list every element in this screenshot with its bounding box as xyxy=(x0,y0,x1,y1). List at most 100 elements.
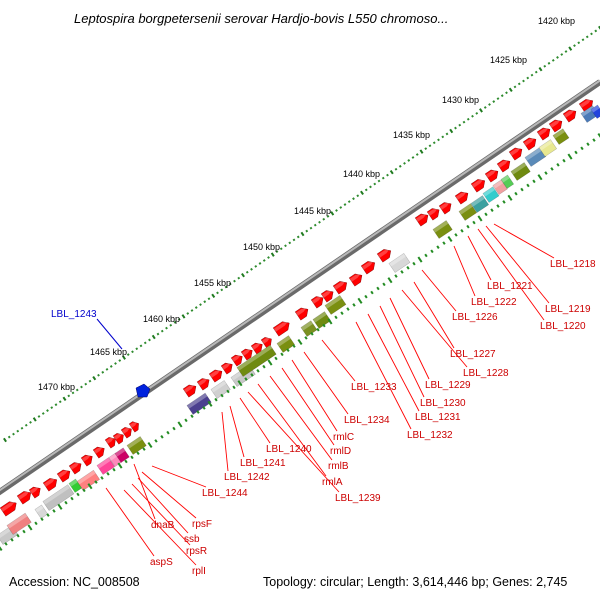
gene-arrow[interactable] xyxy=(320,288,336,303)
gene-arrow[interactable] xyxy=(42,476,59,492)
gene-arrow[interactable] xyxy=(272,319,292,337)
scale-dot xyxy=(250,267,253,271)
gene-block[interactable] xyxy=(300,320,318,337)
gene-label[interactable]: aspS xyxy=(150,557,173,568)
gene-arrow[interactable] xyxy=(426,206,442,221)
gene-label[interactable]: LBL_1228 xyxy=(463,368,509,379)
gene-block[interactable] xyxy=(552,128,570,145)
gene-block[interactable] xyxy=(432,220,453,239)
gene-arrow[interactable] xyxy=(562,107,579,123)
gene-block[interactable] xyxy=(510,162,531,181)
gene-arrow[interactable] xyxy=(310,294,326,309)
gene-arrow[interactable] xyxy=(454,189,471,205)
gene-label[interactable]: LBL_1233 xyxy=(351,382,397,393)
gene-arrow[interactable] xyxy=(332,279,349,295)
gene-label[interactable]: rpsR xyxy=(186,546,207,557)
gene-arrow[interactable] xyxy=(522,135,539,151)
gene-arrow[interactable] xyxy=(470,177,487,193)
gene-block[interactable] xyxy=(482,186,500,203)
gene-label[interactable]: LBL_1241 xyxy=(240,458,286,469)
gene-label[interactable]: dnaB xyxy=(151,520,175,531)
gene-arrow[interactable] xyxy=(376,247,393,263)
gene-label[interactable]: LBL_1229 xyxy=(425,380,471,391)
gene-arrow[interactable] xyxy=(16,489,33,505)
gene-block[interactable] xyxy=(236,344,277,377)
gene-label[interactable]: rpsF xyxy=(192,519,212,530)
gene-label[interactable]: rmlD xyxy=(330,446,351,457)
gene-label[interactable]: LBL_1242 xyxy=(224,472,270,483)
gene-arrow[interactable] xyxy=(548,117,565,133)
gene-arrow[interactable] xyxy=(484,167,501,183)
gene-block[interactable] xyxy=(538,139,558,157)
gene-block[interactable] xyxy=(42,484,75,511)
gene-label[interactable]: LBL_1244 xyxy=(202,488,248,499)
gene-block[interactable] xyxy=(324,295,347,315)
gene-arrow[interactable] xyxy=(536,125,553,141)
gene-arrow[interactable] xyxy=(294,305,311,321)
gene-label[interactable]: LBL_1240 xyxy=(266,444,312,455)
gene-arrow[interactable] xyxy=(240,346,255,361)
gene-arrow[interactable] xyxy=(220,360,235,375)
gene-arrow[interactable] xyxy=(348,271,365,287)
gene-arrow[interactable] xyxy=(360,259,377,275)
gene-arrow[interactable] xyxy=(438,200,454,215)
gene-label[interactable]: LBL_1220 xyxy=(540,321,586,332)
gene-block[interactable] xyxy=(590,104,600,119)
gene-arrow[interactable] xyxy=(128,419,141,433)
gene-label[interactable]: LBL_1227 xyxy=(450,349,496,360)
gene-block[interactable] xyxy=(312,311,332,329)
gene-block[interactable] xyxy=(114,447,130,463)
gene-label[interactable]: rmlA xyxy=(322,477,343,488)
gene-label[interactable]: LBL_1222 xyxy=(471,297,517,308)
gene-arrow[interactable] xyxy=(0,499,19,517)
gene-arrow[interactable] xyxy=(508,145,525,161)
gene-arrow[interactable] xyxy=(196,376,212,391)
gene-arrow[interactable] xyxy=(80,452,95,467)
gene-label[interactable]: LBL_1234 xyxy=(344,415,390,426)
gene-block[interactable] xyxy=(458,203,478,221)
gene-arrow[interactable] xyxy=(250,340,265,355)
gene-arrow[interactable] xyxy=(120,425,134,439)
gene-arrow[interactable] xyxy=(112,431,126,445)
gene-block[interactable] xyxy=(388,253,411,273)
gene-block[interactable] xyxy=(210,380,231,399)
gene-labels[interactable]: LBL_1218 LBL_1219 LBL_1220 LBL_1221 LBL_1222… xyxy=(150,259,596,577)
gene-block[interactable] xyxy=(470,195,490,213)
gene-label[interactable]: LBL_1239 xyxy=(335,493,381,504)
scale-dot xyxy=(322,217,326,221)
gene-block[interactable] xyxy=(500,174,515,189)
gene-label[interactable]: LBL_1230 xyxy=(420,398,466,409)
gene-label[interactable]: ssb xyxy=(184,534,200,545)
gene-block[interactable] xyxy=(276,335,296,353)
gene-arrow[interactable] xyxy=(260,335,274,349)
gene-block[interactable] xyxy=(6,512,32,535)
gene-label[interactable]: LBL_1219 xyxy=(545,304,591,315)
gene-arrow[interactable] xyxy=(92,444,107,459)
scale-dot xyxy=(335,209,338,212)
gene-label[interactable]: rplI xyxy=(192,566,206,577)
gene-label[interactable]: LBL_1218 xyxy=(550,259,596,270)
gene-arrow[interactable] xyxy=(182,382,199,398)
gene-label[interactable]: LBL_1231 xyxy=(415,412,461,423)
scale-dot xyxy=(267,256,270,259)
gene-arrow[interactable] xyxy=(414,211,431,227)
gene-label[interactable]: LBL_1226 xyxy=(452,312,498,323)
gene-arrow[interactable] xyxy=(28,484,43,499)
gene-block[interactable] xyxy=(96,457,116,475)
gene-arrow[interactable] xyxy=(104,435,118,449)
highlight-gene[interactable]: LBL_1243 xyxy=(51,309,151,398)
gene-label[interactable]: LBL_1232 xyxy=(407,430,453,441)
gene-label[interactable]: LBL_1221 xyxy=(487,281,533,292)
gene-block[interactable] xyxy=(126,436,147,455)
highlight-label[interactable]: LBL_1243 xyxy=(51,309,97,320)
gene-arrow[interactable] xyxy=(56,467,73,483)
gene-arrow[interactable] xyxy=(496,157,513,173)
gene-arrow[interactable] xyxy=(68,460,84,475)
gene-label[interactable]: rmlC xyxy=(333,432,354,443)
gene-arrow[interactable] xyxy=(208,367,225,383)
gene-arrow[interactable] xyxy=(230,352,245,367)
gene-block[interactable] xyxy=(186,392,212,415)
gene-block[interactable] xyxy=(34,504,49,519)
gene-block[interactable] xyxy=(68,478,83,493)
gene-label[interactable]: rmlB xyxy=(328,461,349,472)
